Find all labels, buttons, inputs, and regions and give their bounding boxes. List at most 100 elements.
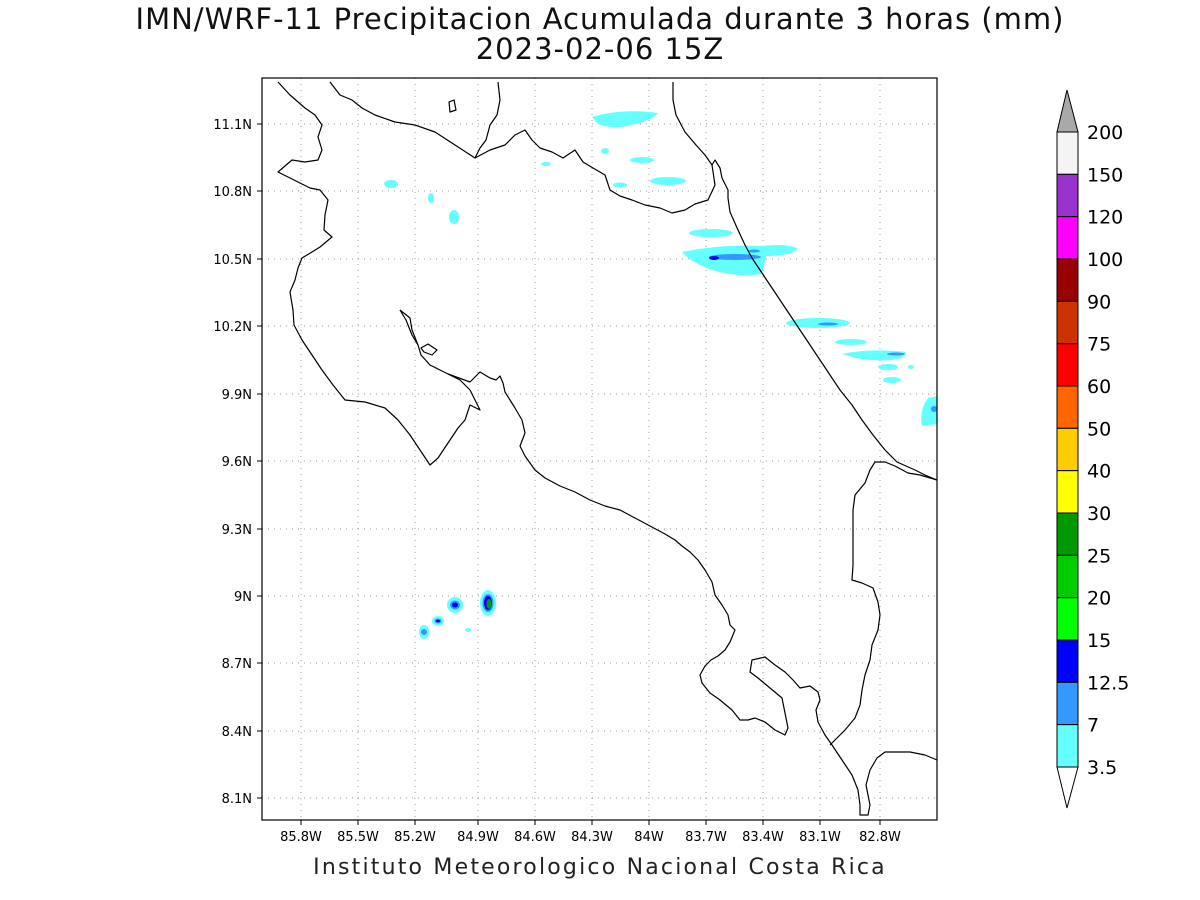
colorbar-top-arrow (1056, 89, 1079, 133)
lat-tick-label: 8.4N (222, 725, 252, 740)
coastline (474, 81, 501, 159)
lat-tick-label: 9.9N (222, 388, 252, 403)
colorbar-box (1056, 131, 1079, 175)
coastline (329, 81, 938, 481)
precip-area (908, 365, 914, 369)
precip-area (541, 162, 551, 166)
lat-tick-label: 8.1N (222, 792, 252, 807)
colorbar-label: 25 (1087, 545, 1111, 567)
coastline (420, 343, 438, 356)
map-subtitle-datetime: 2023-02-06 15Z (475, 32, 725, 66)
colorbar-box (1056, 554, 1079, 599)
colorbar-box (1056, 639, 1079, 683)
colorbar-bottom-arrow (1056, 766, 1079, 809)
colorbar-label: 120 (1087, 207, 1123, 229)
colorbar-box (1056, 681, 1079, 726)
colorbar-label: 100 (1087, 249, 1123, 271)
colorbar-label: 7 (1087, 715, 1099, 737)
colorbar-box (1056, 724, 1079, 768)
precip-area (630, 157, 654, 163)
coastline (399, 309, 419, 346)
precip-area (818, 322, 838, 326)
precip-area (428, 193, 434, 203)
lat-tick-label: 9N (234, 590, 252, 605)
precip-area (650, 177, 686, 185)
precip-area (452, 602, 458, 608)
lon-tick-label: 84.6W (514, 830, 556, 845)
lat-tick-label: 10.2N (213, 320, 252, 335)
axis-ticks (257, 123, 881, 825)
coastline (672, 82, 713, 166)
colorbar-label: 40 (1087, 461, 1111, 483)
precip-area (709, 256, 719, 260)
lat-tick-label: 10.8N (213, 185, 252, 200)
lon-tick-label: 85.8W (280, 830, 322, 845)
precip-area (878, 364, 898, 370)
latitude-axis-labels: 11.1N 10.8N 10.5N 10.2N 9.9N 9.6N 9.3N 9… (213, 118, 252, 807)
precip-area (486, 599, 492, 609)
colorbar-box (1056, 385, 1079, 429)
map-gridlines (262, 78, 937, 820)
colorbar-label: 20 (1087, 588, 1111, 610)
lon-tick-label: 83.4W (742, 830, 784, 845)
colorbar-label: 75 (1087, 334, 1111, 356)
precip-area (613, 182, 627, 188)
colorbar-labels: 200 150 120 100 90 75 60 50 40 30 25 20 15 12.5 7 3.5 (1087, 122, 1129, 779)
colorbar-box (1056, 512, 1079, 556)
precip-area (835, 339, 867, 345)
longitude-axis-labels: 85.8W 85.5W 85.2W 84.9W 84.6W 84.3W 84W … (280, 830, 901, 845)
map-title: IMN/WRF-11 Precipitacion Acumulada duran… (135, 2, 1065, 36)
precip-area (449, 210, 459, 224)
precip-area (436, 619, 440, 623)
colorbar-box (1056, 258, 1079, 302)
precip-area (682, 245, 798, 276)
lat-tick-label: 9.3N (222, 523, 252, 538)
colorbar-box (1056, 597, 1079, 641)
lon-tick-label: 83.1W (799, 830, 841, 845)
coastline-and-borders (277, 81, 938, 816)
footer-institution: Instituto Meteorologico Nacional Costa R… (313, 855, 887, 880)
precip-area (709, 254, 761, 260)
colorbar-label: 50 (1087, 418, 1111, 440)
colorbar-legend: 200 150 120 100 90 75 60 50 40 30 25 20 15 12.5 7 3.5 (1056, 89, 1129, 809)
precip-area (689, 229, 733, 237)
colorbar-label: 15 (1087, 630, 1111, 652)
precip-area (421, 629, 427, 635)
lat-tick-label: 11.1N (213, 118, 252, 133)
precip-area (465, 628, 471, 632)
precip-area (592, 111, 658, 128)
lat-tick-label: 10.5N (213, 253, 252, 268)
map-frame (261, 77, 938, 821)
precipitation-shading (384, 111, 937, 639)
colorbar-box (1056, 427, 1079, 472)
colorbar-label: 3.5 (1087, 757, 1117, 779)
precip-area (748, 249, 760, 253)
precip-area (931, 406, 937, 412)
coastline (829, 461, 938, 746)
colorbar-boxes (1056, 131, 1079, 768)
lon-tick-label: 84.9W (457, 830, 499, 845)
colorbar-label: 200 (1087, 122, 1123, 144)
precip-area (384, 180, 398, 188)
colorbar-box (1056, 173, 1079, 218)
lon-tick-label: 84W (634, 830, 664, 845)
lon-tick-label: 85.5W (337, 830, 379, 845)
colorbar-label: 30 (1087, 503, 1111, 525)
colorbar-label: 12.5 (1087, 672, 1129, 694)
coastline (447, 371, 938, 816)
colorbar-label: 60 (1087, 376, 1111, 398)
colorbar-box (1056, 470, 1079, 514)
precip-area (786, 318, 850, 328)
colorbar-box (1056, 216, 1079, 260)
precip-area (601, 148, 609, 154)
colorbar-label: 90 (1087, 291, 1111, 313)
lon-tick-label: 84.3W (571, 830, 613, 845)
lon-tick-label: 82.8W (859, 830, 901, 845)
colorbar-box (1056, 300, 1079, 345)
colorbar-box (1056, 343, 1079, 387)
lat-tick-label: 8.7N (222, 657, 252, 672)
lake-outline (448, 99, 457, 113)
lat-tick-label: 9.6N (222, 455, 252, 470)
precip-area (921, 396, 937, 426)
